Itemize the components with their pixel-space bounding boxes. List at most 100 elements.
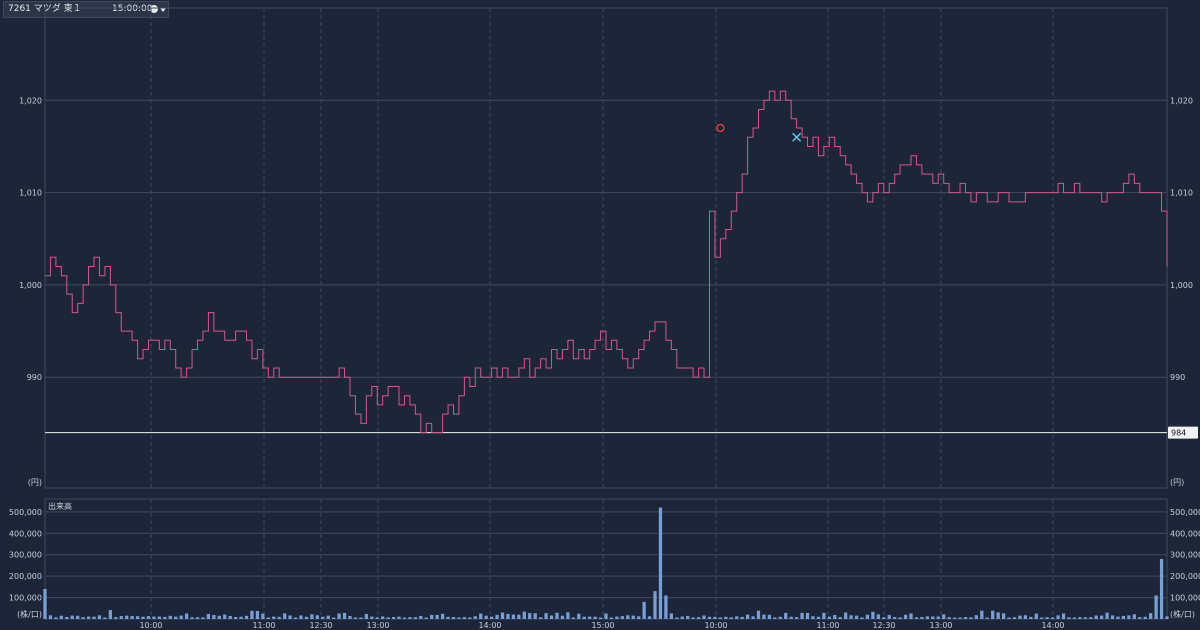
volume-bar — [70, 615, 74, 619]
volume-bar — [827, 616, 831, 619]
volume-bar — [1061, 613, 1066, 619]
volume-bar — [696, 617, 701, 619]
volume-bar — [511, 614, 516, 619]
volume-bar — [789, 616, 793, 619]
volume-bar — [283, 613, 287, 619]
volume-bar — [1018, 615, 1022, 619]
volume-bar — [348, 615, 352, 619]
info-circle-icon[interactable] — [150, 5, 158, 13]
volume-bar — [484, 615, 488, 619]
volume-bar — [952, 617, 957, 619]
volume-bar — [1083, 617, 1087, 619]
price-frame — [44, 7, 1168, 489]
volume-bar — [179, 615, 183, 619]
volume-bar — [43, 589, 47, 619]
volume-bar — [615, 616, 619, 619]
volume-bar — [903, 614, 908, 619]
volume-bar — [522, 611, 526, 619]
x-tick-label: 14:00 — [478, 621, 501, 630]
volume-bar — [980, 610, 984, 619]
volume-bar — [773, 617, 777, 619]
volume-bar — [653, 591, 657, 619]
volume-bar — [871, 611, 875, 619]
volume-bar — [571, 617, 575, 619]
volume-bar — [1165, 616, 1169, 619]
volume-bar — [751, 616, 755, 619]
volume-bar — [342, 612, 347, 619]
cross-stroke — [792, 132, 802, 142]
volume-bar — [784, 612, 788, 619]
volume-bar — [479, 613, 483, 619]
volume-bar — [299, 615, 303, 619]
volume-bar — [686, 615, 690, 619]
volume-bar — [255, 611, 260, 619]
current-price-marker — [792, 132, 802, 142]
price-tick-label-right: 1,010 — [1170, 189, 1193, 198]
volume-bar — [212, 615, 216, 619]
volume-unit-left: (株/口) — [17, 609, 42, 619]
volume-bar — [468, 617, 472, 619]
volume-tick-label-left: 300,000 — [9, 551, 42, 560]
volume-bar — [920, 616, 924, 619]
x-tick-label: 13:00 — [366, 621, 389, 630]
volume-bar — [228, 615, 232, 619]
volume-bar — [598, 617, 603, 619]
x-tick-label: 15:00 — [591, 621, 614, 630]
volume-bar — [97, 615, 102, 619]
volume-bar — [631, 615, 635, 619]
volume-bar — [239, 616, 243, 619]
volume-bar — [489, 616, 494, 619]
volume-bar — [261, 613, 265, 619]
caret-down-icon[interactable] — [160, 8, 166, 12]
volume-bar — [337, 613, 341, 619]
price-line — [45, 90, 1168, 434]
volume-bar — [163, 616, 167, 619]
volume-bar — [381, 616, 385, 619]
volume-bar — [577, 613, 581, 619]
volume-bar — [555, 612, 559, 619]
open-price-marker — [716, 123, 725, 133]
volume-bar — [947, 617, 951, 619]
volume-bar — [506, 613, 510, 619]
volume-bar — [963, 617, 968, 619]
volume-bar — [206, 613, 211, 619]
volume-bar — [408, 617, 412, 619]
volume-bar — [800, 612, 804, 619]
x-tick-label: 12:30 — [309, 621, 332, 630]
price-panel: 990 990 1,000 1,000 1,010 1,010 1,020 1,020 (円) (… — [19, 7, 1198, 489]
volume-bar — [288, 615, 292, 619]
volume-unit-right: (株/口) — [1170, 609, 1195, 619]
volume-bar — [942, 614, 946, 619]
reference-badge — [1168, 426, 1198, 439]
x-axis: 10:00 11:00 12:30 13:00 14:00 15:00 10:00 11:00… — [139, 621, 1064, 630]
volume-bar — [936, 616, 940, 619]
volume-bar — [887, 615, 891, 619]
x-tick-label: 11:00 — [252, 621, 275, 630]
volume-bar — [108, 610, 112, 619]
volume-bar — [321, 616, 325, 619]
x-tick-label: 11:00 — [816, 621, 839, 630]
volume-bar — [702, 615, 706, 619]
x-tick-label: 12:30 — [872, 621, 895, 630]
volume-bar — [729, 617, 733, 619]
reference-label: 984 — [1171, 429, 1186, 438]
volume-bar — [495, 614, 499, 619]
volume-bar — [724, 616, 728, 619]
volume-bar — [54, 617, 58, 619]
volume-bar — [713, 616, 717, 619]
volume-bar — [435, 614, 439, 619]
volume-bar — [996, 612, 1000, 619]
volume-bar — [680, 616, 684, 619]
volume-bar — [135, 616, 140, 619]
volume-bar — [805, 612, 810, 619]
volume-bar — [854, 615, 859, 619]
volume-bar — [816, 616, 821, 619]
volume-bar — [310, 614, 314, 619]
volume-bar — [560, 615, 565, 619]
volume-bar — [985, 617, 989, 619]
volume-bar — [593, 616, 597, 619]
volume-bar — [1045, 617, 1049, 619]
volume-bar — [718, 617, 723, 619]
price-unit-left: (円) — [28, 478, 42, 487]
volume-bar — [642, 601, 646, 619]
